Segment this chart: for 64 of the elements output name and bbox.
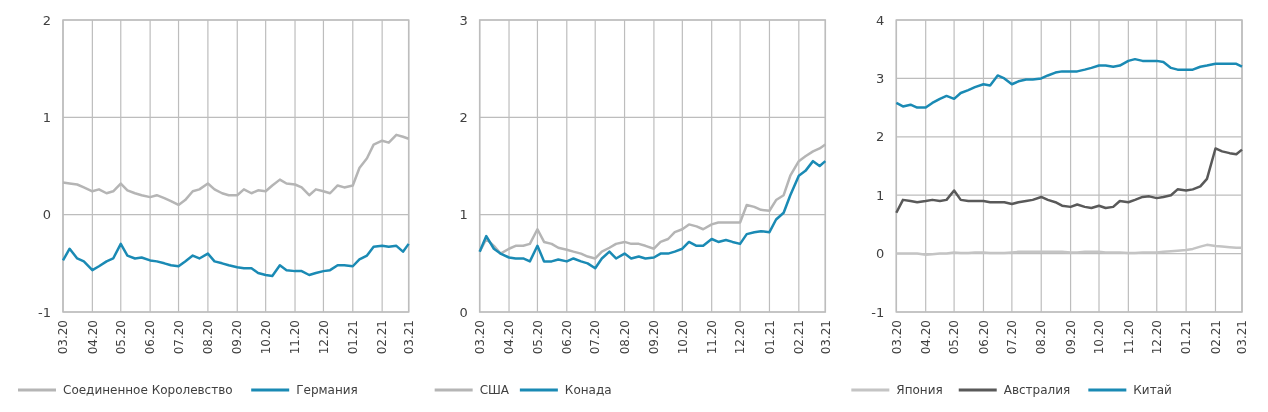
x-tick-label: 10.20 [258, 320, 273, 355]
x-tick-label: 07.20 [588, 320, 603, 355]
y-tick-label: 1 [459, 207, 468, 223]
x-tick-label: 11.20 [1121, 320, 1136, 355]
legend-label: Германия [296, 383, 358, 397]
y-tick-label: 1 [42, 109, 51, 125]
y-tick-label: 0 [459, 304, 468, 320]
x-tick-label: 11.20 [288, 320, 303, 355]
x-tick-label: 03.21 [401, 320, 416, 355]
x-tick-label: 08.20 [617, 320, 632, 355]
x-tick-label: 03.20 [56, 320, 71, 355]
legend-label: Япония [896, 383, 943, 397]
line-series [895, 147, 1244, 214]
x-tick-label: 03.20 [472, 320, 487, 355]
x-tick-label: 06.20 [976, 320, 991, 355]
x-tick-label: 03.21 [1235, 320, 1250, 355]
line-series [61, 242, 410, 278]
x-tick-label: 04.20 [502, 320, 517, 355]
y-tick-label: 2 [876, 129, 885, 145]
x-tick-label: 03.21 [818, 320, 833, 355]
legend-label: США [479, 383, 510, 397]
x-tick-label: 01.21 [345, 320, 360, 355]
x-tick-label: 08.20 [1034, 320, 1049, 355]
line-series [895, 57, 1244, 109]
y-tick-label: 3 [876, 70, 885, 86]
y-tick-label: 3 [459, 12, 468, 28]
x-tick-label: 01.21 [762, 320, 777, 355]
x-tick-label: 12.20 [733, 320, 748, 355]
legend-label: Китай [1133, 383, 1172, 397]
y-tick-label: 4 [876, 12, 885, 28]
x-tick-label: 06.20 [559, 320, 574, 355]
x-tick-label: 02.21 [1208, 320, 1223, 355]
x-tick-label: 10.20 [1092, 320, 1107, 355]
x-tick-label: 10.20 [675, 320, 690, 355]
x-tick-label: 03.20 [889, 320, 904, 355]
legend-label: Австралия [1003, 383, 1071, 397]
x-tick-label: 08.20 [201, 320, 216, 355]
line-series [478, 159, 827, 270]
x-tick-label: 01.21 [1179, 320, 1194, 355]
x-tick-label: 02.21 [375, 320, 390, 355]
y-tick-label: 1 [876, 187, 885, 203]
x-tick-label: 06.20 [143, 320, 158, 355]
y-tick-label: 0 [876, 246, 885, 262]
x-tick-label: 07.20 [171, 320, 186, 355]
y-tick-label: 2 [42, 12, 51, 28]
y-tick-label: 0 [42, 207, 51, 223]
y-tick-label: -1 [871, 304, 885, 320]
x-tick-label: 05.20 [947, 320, 962, 355]
x-tick-label: 07.20 [1005, 320, 1020, 355]
x-tick-label: 12.20 [316, 320, 331, 355]
x-tick-label: 11.20 [704, 320, 719, 355]
x-tick-label: 05.20 [113, 320, 128, 355]
x-tick-label: 04.20 [918, 320, 933, 355]
legend-label: Соединенное Королевство [63, 383, 233, 397]
y-tick-label: -1 [38, 304, 51, 320]
x-tick-label: 09.20 [1063, 320, 1078, 355]
x-tick-label: 09.20 [647, 320, 662, 355]
x-tick-label: 05.20 [530, 320, 545, 355]
x-tick-label: 12.20 [1149, 320, 1164, 355]
x-tick-label: 09.20 [230, 320, 245, 355]
y-tick-label: 2 [459, 109, 468, 125]
legend-label: Конада [564, 383, 612, 397]
x-tick-label: 04.20 [85, 320, 100, 355]
x-tick-label: 02.21 [792, 320, 807, 355]
